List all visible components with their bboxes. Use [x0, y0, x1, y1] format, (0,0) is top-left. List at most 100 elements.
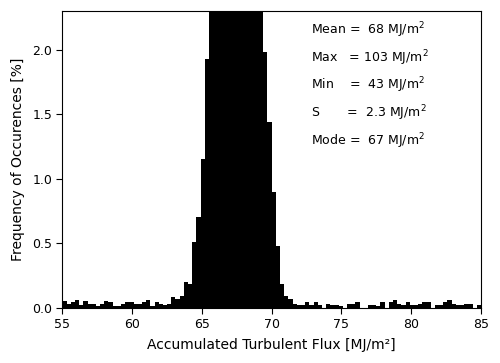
Bar: [314, 302, 318, 307]
Bar: [226, 0, 230, 307]
Bar: [414, 305, 418, 307]
Bar: [498, 306, 500, 307]
Bar: [200, 159, 204, 307]
Bar: [176, 298, 180, 307]
Bar: [397, 304, 402, 307]
Bar: [456, 305, 460, 307]
Bar: [50, 302, 54, 307]
Bar: [180, 296, 184, 307]
Bar: [242, 0, 246, 307]
Bar: [310, 305, 314, 307]
Bar: [443, 302, 448, 307]
Bar: [121, 304, 125, 307]
Bar: [33, 306, 38, 307]
Bar: [338, 306, 343, 307]
Bar: [138, 304, 142, 307]
Bar: [272, 192, 276, 307]
Bar: [184, 282, 188, 307]
Bar: [209, 0, 213, 307]
Bar: [301, 305, 305, 307]
Bar: [25, 301, 29, 307]
Bar: [117, 306, 121, 307]
Bar: [204, 59, 209, 307]
Bar: [351, 304, 356, 307]
Bar: [406, 302, 410, 307]
Bar: [251, 0, 255, 307]
Bar: [230, 0, 234, 307]
Bar: [66, 304, 71, 307]
Y-axis label: Frequency of Occurences [%]: Frequency of Occurences [%]: [11, 58, 25, 261]
Bar: [402, 305, 406, 307]
Bar: [188, 284, 192, 307]
Bar: [464, 304, 468, 307]
Text: Mean =  68 MJ/m$^2$
Max   = 103 MJ/m$^2$
Min    =  43 MJ/m$^2$
S       =  2.3 MJ: Mean = 68 MJ/m$^2$ Max = 103 MJ/m$^2$ Mi…: [312, 20, 429, 151]
Bar: [213, 0, 218, 307]
Bar: [426, 302, 430, 307]
Bar: [318, 305, 322, 307]
Bar: [218, 0, 222, 307]
Bar: [380, 302, 384, 307]
Bar: [330, 305, 334, 307]
Bar: [172, 297, 175, 307]
Bar: [268, 122, 272, 307]
Bar: [154, 302, 158, 307]
Bar: [284, 296, 288, 307]
Bar: [104, 301, 108, 307]
Bar: [142, 302, 146, 307]
Bar: [297, 305, 301, 307]
Bar: [448, 300, 452, 307]
Bar: [167, 304, 172, 307]
Bar: [393, 300, 397, 307]
Bar: [71, 302, 75, 307]
Bar: [146, 300, 150, 307]
Bar: [468, 304, 472, 307]
Bar: [42, 302, 46, 307]
Bar: [92, 304, 96, 307]
Bar: [376, 306, 380, 307]
Bar: [88, 304, 92, 307]
Bar: [222, 0, 226, 307]
Bar: [84, 301, 87, 307]
Bar: [125, 302, 130, 307]
Bar: [54, 298, 58, 307]
Bar: [356, 302, 360, 307]
Bar: [259, 0, 264, 307]
Bar: [255, 0, 259, 307]
Bar: [16, 301, 20, 307]
Bar: [62, 301, 66, 307]
Bar: [326, 304, 330, 307]
Bar: [292, 304, 297, 307]
Bar: [435, 305, 439, 307]
Bar: [8, 302, 12, 307]
Bar: [452, 304, 456, 307]
Bar: [112, 306, 117, 307]
Bar: [163, 305, 167, 307]
Bar: [418, 304, 422, 307]
Bar: [389, 302, 393, 307]
Bar: [347, 304, 351, 307]
Bar: [280, 284, 284, 307]
Bar: [234, 0, 238, 307]
Bar: [334, 305, 338, 307]
Bar: [481, 305, 485, 307]
Bar: [460, 305, 464, 307]
X-axis label: Accumulated Turbulent Flux [MJ/m²]: Accumulated Turbulent Flux [MJ/m²]: [148, 338, 396, 352]
Bar: [410, 305, 414, 307]
Bar: [238, 0, 242, 307]
Bar: [100, 304, 104, 307]
Bar: [134, 304, 138, 307]
Bar: [75, 300, 79, 307]
Bar: [58, 304, 62, 307]
Bar: [246, 0, 251, 307]
Bar: [422, 302, 426, 307]
Bar: [20, 305, 25, 307]
Bar: [150, 306, 154, 307]
Bar: [476, 305, 481, 307]
Bar: [192, 242, 196, 307]
Bar: [46, 304, 50, 307]
Bar: [196, 217, 200, 307]
Bar: [4, 305, 8, 307]
Bar: [368, 305, 372, 307]
Bar: [305, 302, 310, 307]
Bar: [38, 306, 42, 307]
